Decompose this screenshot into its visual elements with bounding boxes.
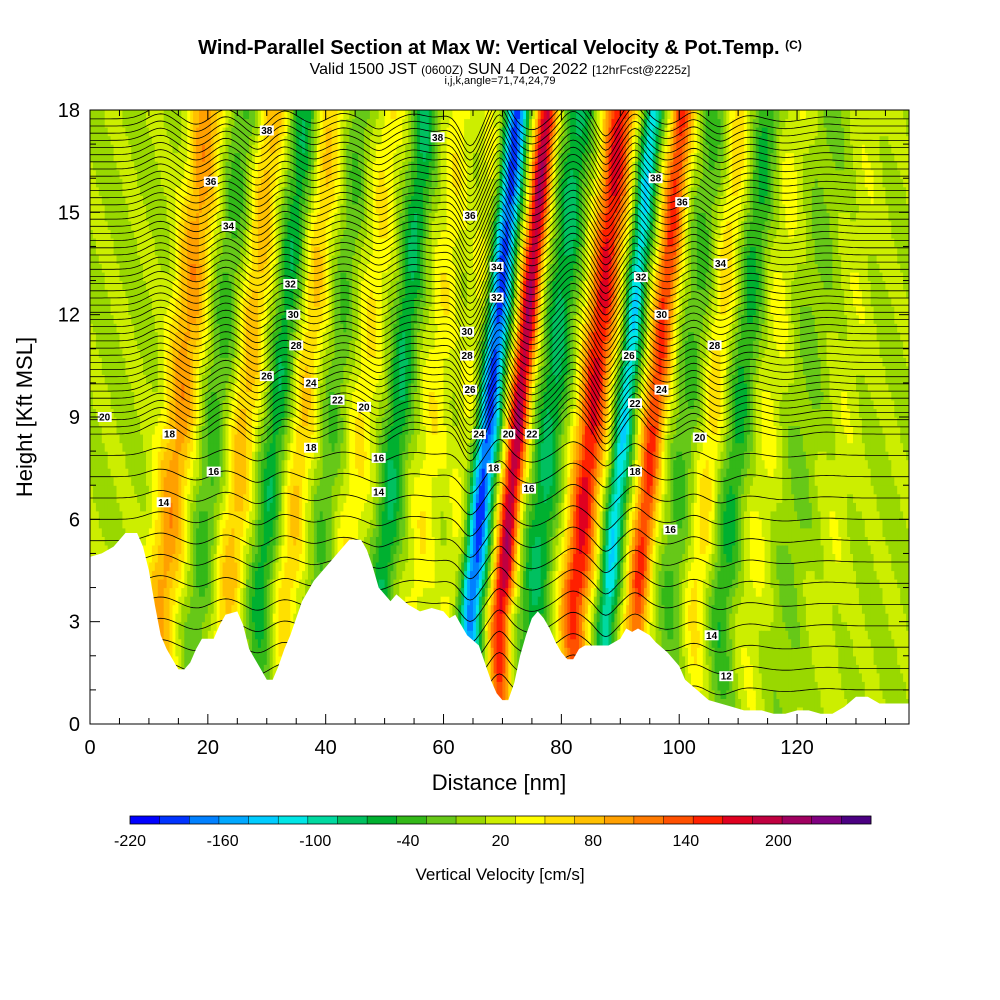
theta-label: 14: [372, 487, 386, 499]
colorbar-swatch: [308, 816, 338, 824]
colorbar-swatch: [634, 816, 664, 824]
colorbar-swatch: [337, 816, 367, 824]
theta-label: 16: [663, 525, 677, 537]
y-tick-label: 3: [69, 612, 80, 634]
theta-label: 38: [649, 173, 663, 185]
colorbar-swatch: [456, 816, 486, 824]
theta-label: 34: [222, 221, 236, 233]
theta-label: 38: [260, 126, 274, 138]
colorbar-swatch: [189, 816, 219, 824]
theta-label: 12: [719, 671, 733, 683]
colorbar-swatch: [130, 816, 160, 824]
colorbar-tick-label: -220: [114, 833, 146, 850]
theta-label: 24: [304, 378, 318, 390]
theta-label: 32: [490, 293, 504, 305]
colorbar-swatch: [160, 816, 190, 824]
theta-label: 18: [163, 429, 177, 441]
theta-label: 16: [372, 453, 386, 465]
theta-label: 20: [693, 433, 707, 445]
vertical-velocity-field: [90, 110, 910, 725]
colorbar-swatch: [486, 816, 516, 824]
y-tick-label: 15: [58, 202, 80, 224]
colorbar-swatch: [397, 816, 427, 824]
theta-label: 36: [204, 177, 218, 189]
theta-label: 34: [490, 262, 504, 274]
theta-label: 34: [714, 259, 728, 271]
theta-label: 26: [260, 371, 274, 383]
theta-label: 30: [460, 327, 474, 339]
theta-label: 16: [522, 484, 536, 496]
colorbar-swatch: [278, 816, 308, 824]
theta-label: 28: [289, 340, 303, 352]
colorbar-swatch: [782, 816, 812, 824]
theta-label: 18: [487, 463, 501, 475]
theta-label: 28: [460, 351, 474, 363]
theta-label: 18: [304, 443, 318, 455]
theta-label: 16: [207, 467, 221, 479]
theta-label: 22: [525, 429, 539, 441]
theta-label: 14: [705, 630, 719, 642]
x-tick-label: 60: [432, 737, 454, 759]
cross-section-chart: 12 14 14 14 16 16 16 16 18 18 18 18 20 20 20 20 22 22 22 24…: [0, 0, 1000, 1000]
theta-label: 24: [655, 385, 669, 397]
colorbar-swatch: [664, 816, 694, 824]
theta-label: 26: [463, 385, 477, 397]
theta-label: 36: [675, 197, 689, 209]
colorbar: -220 -160 -100 -40 20 80 140 200: [114, 816, 871, 850]
colorbar-swatch: [723, 816, 753, 824]
colorbar-swatch: [812, 816, 842, 824]
colorbar-swatch: [752, 816, 782, 824]
theta-label: 24: [472, 429, 486, 441]
x-axis-title: Distance [nm]: [432, 770, 567, 795]
colorbar-swatch: [426, 816, 456, 824]
x-tick-label: 40: [315, 737, 337, 759]
x-tick-label: 0: [84, 737, 95, 759]
theta-label: 22: [331, 395, 345, 407]
theta-label: 36: [463, 211, 477, 223]
y-axis-title: Height [Kft MSL]: [12, 337, 37, 497]
colorbar-swatch: [515, 816, 545, 824]
colorbar-tick-label: 200: [765, 833, 792, 850]
y-tick-label: 18: [58, 100, 80, 122]
colorbar-tick-label: -40: [396, 833, 419, 850]
colorbar-swatch: [219, 816, 249, 824]
colorbar-tick-label: 140: [672, 833, 699, 850]
theta-label: 20: [501, 429, 515, 441]
colorbar-tick-label: 80: [584, 833, 602, 850]
theta-label: 32: [634, 272, 648, 284]
theta-label: 18: [628, 467, 642, 479]
colorbar-swatch: [693, 816, 723, 824]
colorbar-swatch: [841, 816, 871, 824]
colorbar-swatch: [575, 816, 605, 824]
colorbar-swatch: [367, 816, 397, 824]
theta-label: 38: [431, 132, 445, 144]
colorbar-tick-label: -160: [207, 833, 239, 850]
theta-label: 32: [283, 279, 297, 291]
x-tick-label: 80: [550, 737, 572, 759]
colorbar-swatch: [545, 816, 575, 824]
x-tick-label: 100: [663, 737, 696, 759]
y-tick-label: 12: [58, 305, 80, 327]
theta-label: 14: [157, 497, 171, 509]
y-tick-label: 6: [69, 509, 80, 531]
theta-label: 20: [98, 412, 112, 424]
x-tick-label: 120: [780, 737, 813, 759]
y-tick-label: 0: [69, 714, 80, 736]
colorbar-swatch: [604, 816, 634, 824]
colorbar-title: Vertical Velocity [cm/s]: [415, 865, 584, 884]
theta-label: 28: [708, 340, 722, 352]
colorbar-swatch: [249, 816, 279, 824]
theta-label: 26: [622, 351, 636, 363]
y-tick-label: 9: [69, 407, 80, 429]
theta-label: 22: [628, 398, 642, 410]
x-tick-label: 20: [197, 737, 219, 759]
colorbar-tick-label: -100: [299, 833, 331, 850]
colorbar-tick-label: 20: [492, 833, 510, 850]
theta-label: 30: [655, 310, 669, 322]
theta-label: 20: [357, 402, 371, 414]
theta-label: 30: [286, 310, 300, 322]
